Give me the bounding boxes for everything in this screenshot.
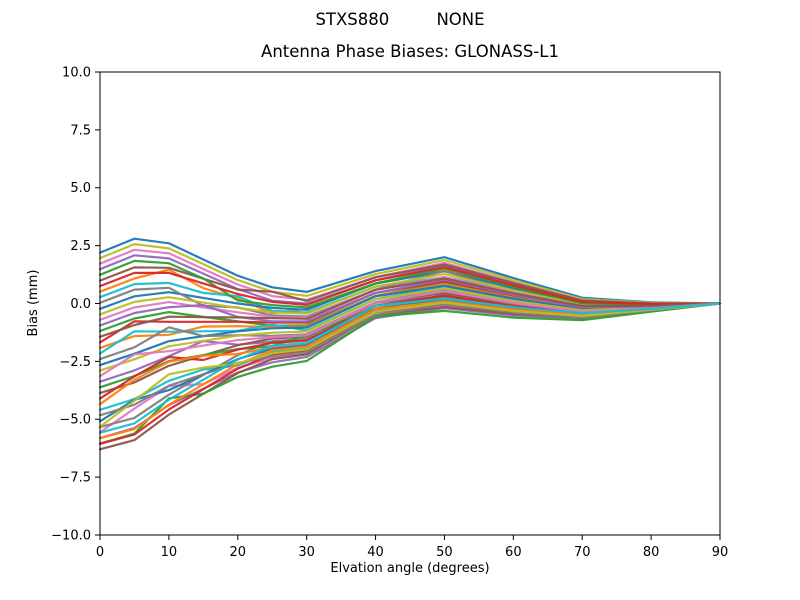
x-tick-label: 90 [712, 545, 729, 560]
series-line-bias-line-09 [98, 243, 722, 305]
y-tick-label: −10.0 [51, 528, 91, 543]
axes-title: Antenna Phase Biases: GLONASS-L1 [261, 42, 559, 61]
y-tick-label: −5.0 [59, 413, 91, 428]
series-line-bias-line-32 [98, 300, 722, 440]
y-tick-label: 2.5 [70, 239, 91, 254]
x-tick-label: 70 [574, 545, 591, 560]
series-line-bias-line-40 [98, 297, 722, 434]
series-line-bias-line-38 [98, 302, 722, 417]
series-line-bias-line-29 [98, 287, 722, 372]
x-tick-label: 0 [96, 545, 104, 560]
series-line-bias-line-36 [98, 277, 722, 338]
series-line-bias-line-37 [98, 290, 722, 378]
y-tick-label: −7.5 [59, 471, 91, 486]
series-line-bias-line-16 [98, 302, 722, 451]
y-tick-label: 5.0 [70, 181, 91, 196]
x-tick-label: 40 [367, 545, 384, 560]
y-tick-label: 7.5 [70, 123, 91, 138]
figure-suptitle: STXS880 NONE [315, 10, 485, 29]
series-line-bias-line-01 [98, 237, 722, 305]
x-axis-label: Elvation angle (degrees) [330, 561, 490, 576]
series-line-bias-line-26 [98, 263, 722, 305]
series-line-bias-line-35 [98, 278, 722, 327]
x-tick-label: 20 [230, 545, 247, 560]
y-tick-label: 10.0 [62, 65, 91, 80]
series-line-bias-line-19 [98, 273, 722, 316]
y-tick-label: 0.0 [70, 297, 91, 312]
y-tick-label: −2.5 [59, 355, 91, 370]
series-line-bias-line-33 [98, 259, 722, 309]
series-line-bias-line-34 [98, 266, 722, 306]
x-tick-label: 10 [161, 545, 178, 560]
x-tick-label: 30 [298, 545, 315, 560]
series-line-bias-line-21 [98, 284, 722, 367]
x-tick-label: 50 [436, 545, 453, 560]
series-line-bias-line-39 [98, 301, 722, 428]
axes-spines [99, 71, 721, 536]
x-tick-label: 60 [505, 545, 522, 560]
x-tick-label: 80 [643, 545, 660, 560]
series-line-bias-line-15 [98, 302, 722, 440]
